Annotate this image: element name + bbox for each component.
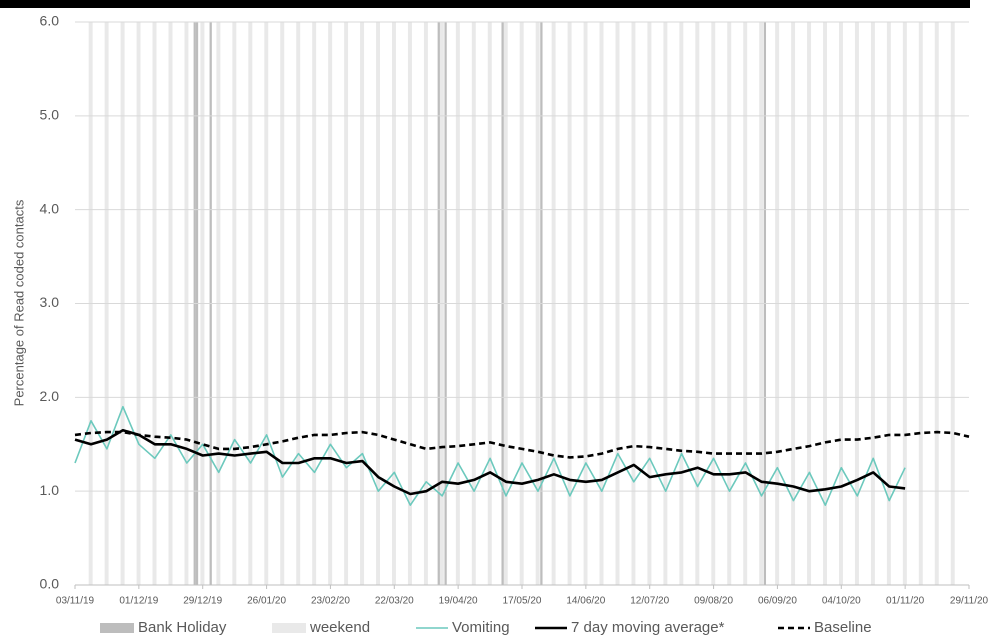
legend-swatch xyxy=(272,623,306,633)
y-tick-label: 1.0 xyxy=(40,482,60,498)
y-tick-label: 5.0 xyxy=(40,107,60,123)
x-tick-label: 29/11/20 xyxy=(950,596,989,607)
x-tick-label: 14/06/20 xyxy=(566,596,605,607)
series-line xyxy=(74,428,906,496)
legend-label: Baseline xyxy=(814,619,872,636)
x-tick-label: 01/11/20 xyxy=(886,596,925,607)
x-tick-label: 03/11/19 xyxy=(56,596,95,607)
x-tick-label: 19/04/20 xyxy=(439,596,478,607)
legend-swatch xyxy=(100,623,134,633)
x-tick-label: 22/03/20 xyxy=(375,596,414,607)
y-tick-label: 2.0 xyxy=(40,388,60,404)
x-tick-label: 29/12/19 xyxy=(183,596,222,607)
x-tick-label: 23/02/20 xyxy=(311,596,350,607)
y-axis-label: Percentage of Read coded contacts xyxy=(11,199,26,406)
x-tick-label: 04/10/20 xyxy=(822,596,861,607)
legend-label: Vomiting xyxy=(452,619,510,636)
legend-label: weekend xyxy=(309,619,370,636)
y-tick-label: 0.0 xyxy=(40,576,60,592)
y-tick-label: 3.0 xyxy=(40,294,60,310)
header-bar xyxy=(0,0,970,8)
series-line xyxy=(74,405,906,506)
y-tick-label: 6.0 xyxy=(40,13,60,29)
series-line xyxy=(74,430,970,459)
x-tick-label: 12/07/20 xyxy=(630,596,669,607)
x-tick-label: 17/05/20 xyxy=(503,596,542,607)
legend-label: 7 day moving average* xyxy=(571,619,725,636)
legend-label: Bank Holiday xyxy=(138,619,227,636)
x-tick-label: 01/12/19 xyxy=(119,596,158,607)
y-tick-label: 4.0 xyxy=(40,200,60,216)
x-tick-label: 09/08/20 xyxy=(694,596,733,607)
legend: Bank Holiday weekend Vomiting 7 day moving … xyxy=(100,619,872,636)
x-tick-label: 26/01/20 xyxy=(247,596,286,607)
x-tick-label: 06/09/20 xyxy=(758,596,797,607)
